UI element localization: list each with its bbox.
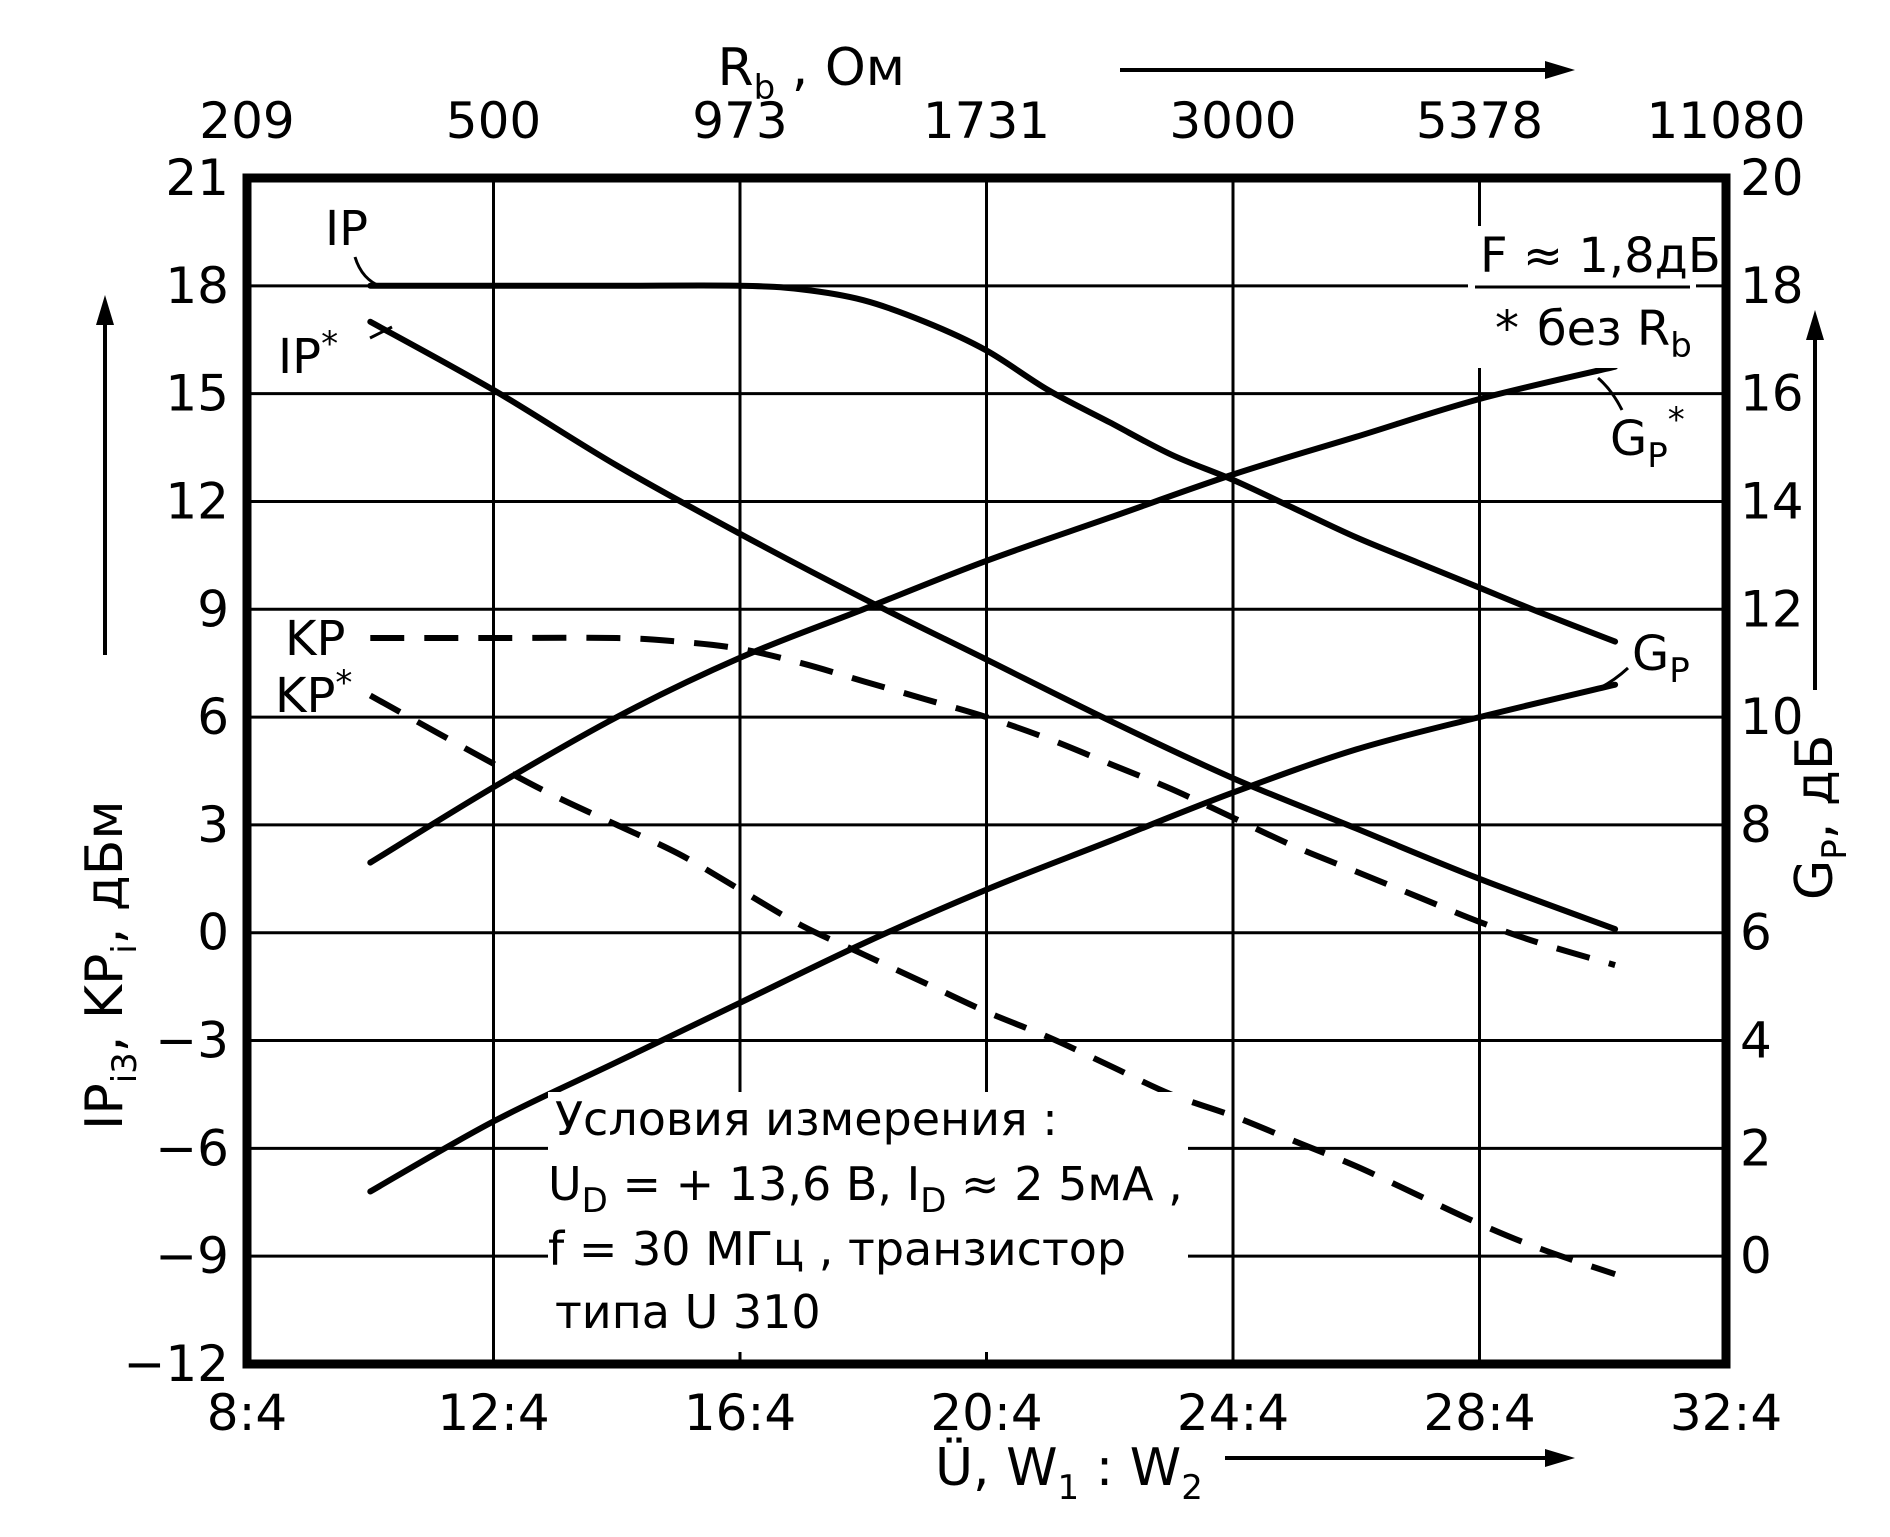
series-line-kp-star — [368, 692, 1617, 1278]
conditions-line-1: Условия измерения : — [555, 1092, 1058, 1146]
bottom-axis-title: Ü, W1 : W2 — [935, 1437, 1203, 1508]
right-axis-title: GP, дБ — [1785, 735, 1855, 901]
x-tick-label-3: 20:4 — [930, 1384, 1042, 1442]
left-tick-label-11: −12 — [123, 1335, 229, 1393]
x-tick-label-5: 28:4 — [1423, 1384, 1535, 1442]
leader-ip-star — [369, 325, 393, 340]
leader-gp-star — [1597, 376, 1624, 411]
series-line-gp — [367, 681, 1619, 1195]
top-tick-label-6: 11080 — [1646, 92, 1805, 150]
label-gp-star: GP* — [1610, 400, 1685, 476]
x-tick-label-0: 8:4 — [207, 1384, 287, 1442]
label-kp: KP — [285, 611, 345, 667]
right-tick-label-0: 20 — [1740, 149, 1804, 207]
leader-ip — [353, 256, 383, 289]
series-line-kp — [370, 634, 1616, 968]
x-tick-label-4: 24:4 — [1177, 1384, 1289, 1442]
left-tick-label-1: 18 — [165, 257, 229, 315]
label-gp: GP — [1632, 626, 1690, 691]
left-tick-label-0: 21 — [165, 149, 229, 207]
left-tick-label-10: −9 — [155, 1227, 229, 1285]
left-tick-label-4: 9 — [197, 580, 229, 638]
right-tick-label-5: 10 — [1740, 688, 1804, 746]
right-tick-label-7: 6 — [1740, 904, 1772, 962]
series-layer — [367, 282, 1619, 1278]
left-tick-label-6: 3 — [197, 796, 229, 854]
left-tick-label-5: 6 — [197, 688, 229, 746]
right-tick-label-1: 18 — [1740, 257, 1804, 315]
left-tick-label-8: −3 — [155, 1012, 229, 1070]
conditions-line-3: f = 30 МГц , транзистор — [548, 1222, 1126, 1276]
noise-figure-note: F ≈ 1,8дБ — [1480, 228, 1721, 284]
right-tick-label-9: 2 — [1740, 1119, 1772, 1177]
right-tick-label-8: 4 — [1740, 1012, 1772, 1070]
top-tick-label-0: 209 — [199, 92, 294, 150]
top-tick-label-3: 1731 — [923, 92, 1050, 150]
top-tick-label-2: 973 — [692, 92, 787, 150]
bottom-axis-arrow-head — [1545, 1449, 1575, 1467]
label-ip-star: IP* — [278, 324, 338, 385]
x-tick-label-6: 32:4 — [1670, 1384, 1782, 1442]
right-tick-label-10: 0 — [1740, 1227, 1772, 1285]
right-tick-label-2: 16 — [1740, 365, 1804, 423]
top-tick-label-5: 5378 — [1416, 92, 1543, 150]
label-kp-star: KP* — [275, 663, 352, 724]
series-line-ip — [367, 282, 1619, 645]
left-tick-label-2: 15 — [165, 365, 229, 423]
top-tick-label-1: 500 — [446, 92, 541, 150]
left-tick-label-7: 0 — [197, 904, 229, 962]
right-tick-label-4: 12 — [1740, 580, 1804, 638]
right-tick-label-3: 14 — [1740, 472, 1804, 530]
noise-annotation-bg — [1468, 226, 1696, 368]
left-tick-label-9: −6 — [155, 1119, 229, 1177]
right-tick-label-6: 8 — [1740, 796, 1772, 854]
label-ip: IP — [325, 201, 368, 257]
left-tick-label-3: 12 — [165, 472, 229, 530]
top-tick-label-4: 3000 — [1169, 92, 1296, 150]
right-axis-arrow-head — [1806, 310, 1824, 340]
left-axis-title: IPi3, KPi, дБм — [75, 800, 145, 1130]
plot-frame — [242, 173, 1731, 1369]
x-tick-label-2: 16:4 — [684, 1384, 796, 1442]
star-note: * без Rb — [1495, 301, 1692, 366]
x-tick-label-1: 12:4 — [437, 1384, 549, 1442]
series-line-gp-star — [367, 363, 1619, 866]
leader-gp — [1599, 666, 1630, 690]
conditions-line-4: типа U 310 — [555, 1285, 821, 1339]
top-axis-arrow-head — [1545, 61, 1575, 79]
left-axis-arrow-head — [96, 295, 114, 325]
series-line-ip-star — [367, 318, 1619, 933]
conditions-bg — [548, 1092, 1188, 1352]
top-axis-title: Rb , Ом — [718, 38, 905, 108]
conditions-line-2: UD = + 13,6 В, ID ≈ 2 5мА , — [548, 1157, 1183, 1221]
